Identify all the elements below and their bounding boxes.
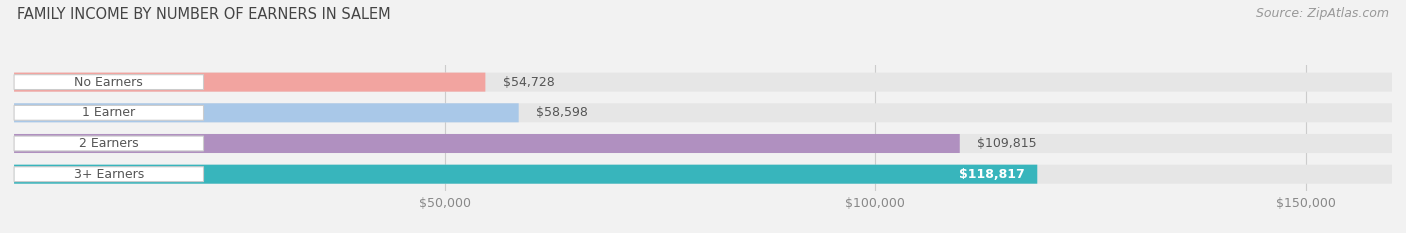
- FancyBboxPatch shape: [14, 134, 960, 153]
- FancyBboxPatch shape: [14, 75, 204, 89]
- Text: No Earners: No Earners: [75, 76, 143, 89]
- FancyBboxPatch shape: [14, 136, 204, 151]
- FancyBboxPatch shape: [14, 105, 204, 120]
- Text: 1 Earner: 1 Earner: [82, 106, 135, 119]
- Text: $58,598: $58,598: [536, 106, 588, 119]
- Text: $109,815: $109,815: [977, 137, 1036, 150]
- FancyBboxPatch shape: [14, 134, 1392, 153]
- Text: 3+ Earners: 3+ Earners: [73, 168, 143, 181]
- FancyBboxPatch shape: [14, 73, 1392, 92]
- FancyBboxPatch shape: [14, 165, 1038, 184]
- FancyBboxPatch shape: [14, 103, 519, 122]
- FancyBboxPatch shape: [14, 165, 1392, 184]
- FancyBboxPatch shape: [14, 167, 204, 182]
- FancyBboxPatch shape: [14, 73, 485, 92]
- Text: $54,728: $54,728: [502, 76, 554, 89]
- Text: 2 Earners: 2 Earners: [79, 137, 139, 150]
- Text: $118,817: $118,817: [959, 168, 1025, 181]
- FancyBboxPatch shape: [14, 103, 1392, 122]
- Text: FAMILY INCOME BY NUMBER OF EARNERS IN SALEM: FAMILY INCOME BY NUMBER OF EARNERS IN SA…: [17, 7, 391, 22]
- Text: Source: ZipAtlas.com: Source: ZipAtlas.com: [1256, 7, 1389, 20]
